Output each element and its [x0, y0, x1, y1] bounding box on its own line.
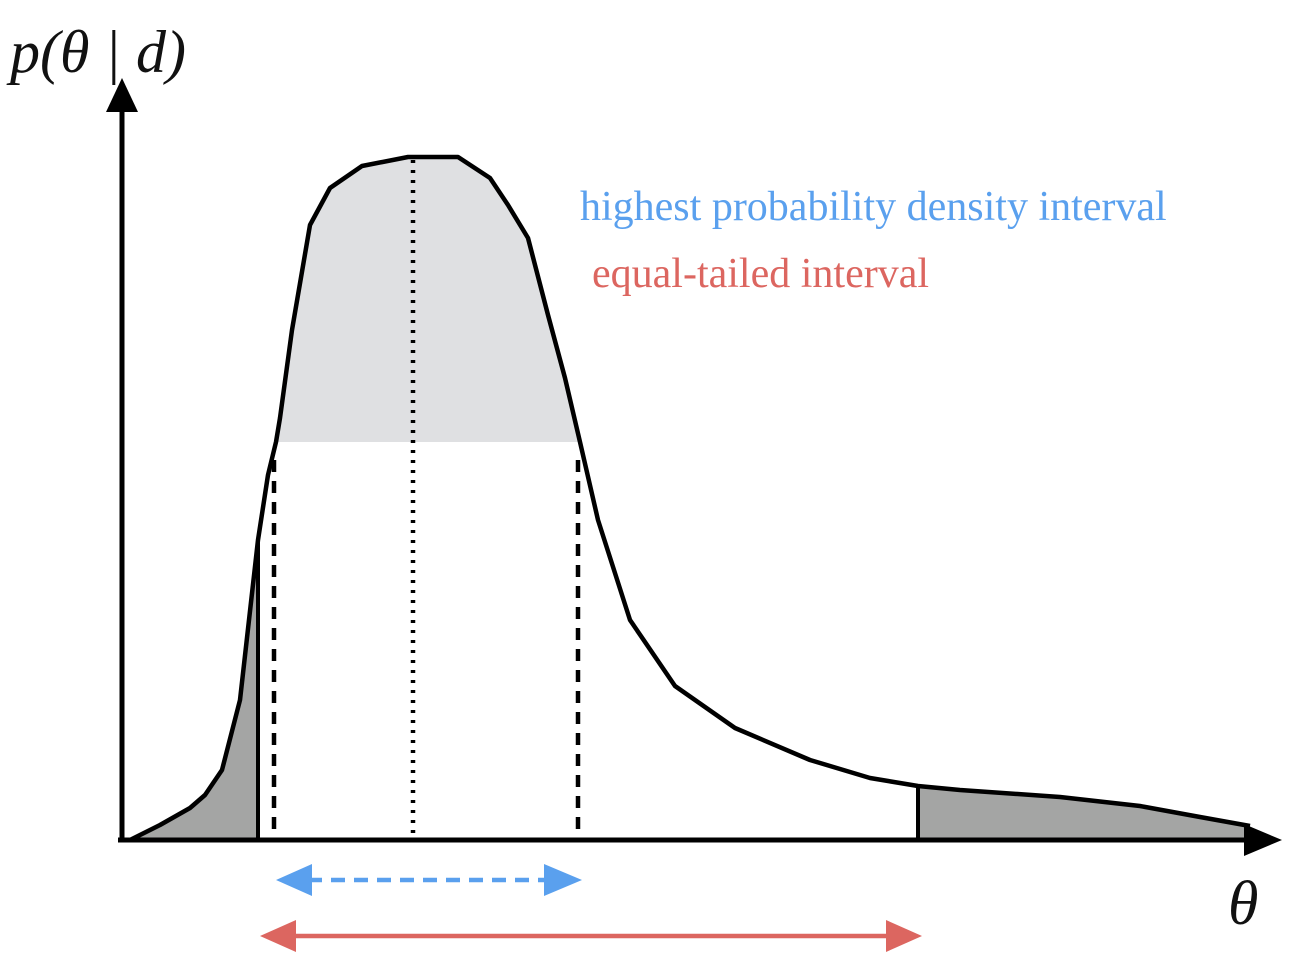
y-axis-arrowhead [106, 78, 138, 112]
x-axis-label: θ [1228, 870, 1258, 938]
hpd-region-fill [276, 157, 580, 442]
equal-tailed-legend-label: equal-tailed interval [592, 251, 929, 297]
hpd-interval-arrowhead-right [544, 864, 582, 896]
y-axis-label: p(θ | d) [6, 19, 186, 85]
x-axis-arrowhead [1244, 824, 1282, 856]
equal-tailed-interval-arrowhead-left [260, 920, 296, 952]
equal-tailed-interval-arrowhead-right [886, 920, 922, 952]
hpd-legend-label: highest probability density interval [580, 184, 1167, 230]
left-tail-fill [130, 540, 258, 840]
right-tail-fill [918, 786, 1252, 840]
density-curve [128, 154, 1251, 843]
hpd-interval-arrowhead-left [276, 864, 312, 896]
